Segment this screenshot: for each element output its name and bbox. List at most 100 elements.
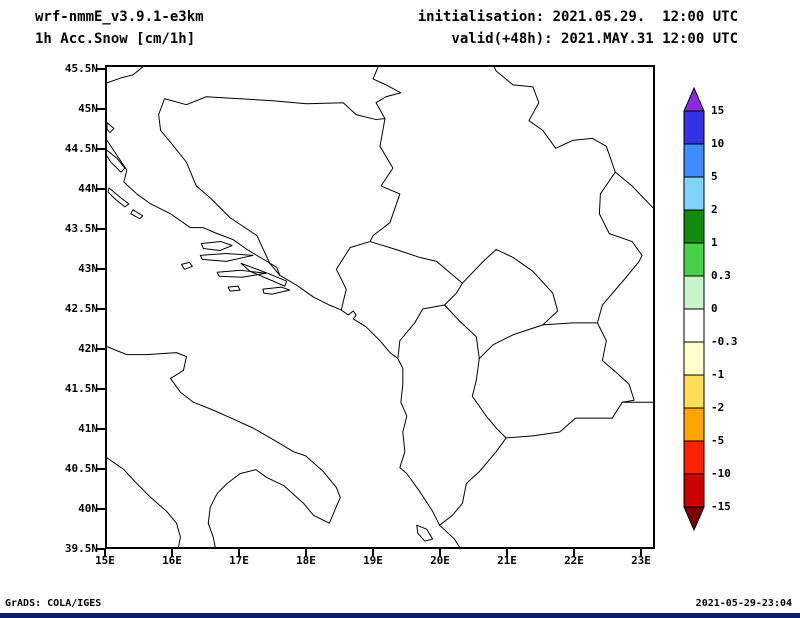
colorbar-label: -10 — [711, 467, 731, 480]
valid-time: valid(+48h): 2021.MAY.31 12:00 UTC — [451, 31, 738, 47]
x-axis-label: 22E — [564, 554, 584, 567]
y-axis-label: 41.5N — [64, 382, 98, 395]
coastline-italy-adriatic — [107, 346, 341, 547]
colorbar-segment — [683, 209, 705, 244]
border-bosnia — [158, 96, 401, 311]
x-axis-label: 20E — [430, 554, 450, 567]
x-axis-tick — [439, 549, 441, 557]
x-axis-tick — [573, 549, 575, 557]
header-left-block: wrf-nmmE_v3.9.1-e3km 1h Acc.Snow [cm/1h] — [35, 6, 204, 50]
y-axis-tick — [97, 388, 105, 390]
colorbar-segment — [683, 308, 705, 343]
x-axis-label: 23E — [631, 554, 651, 567]
colorbar-label: -5 — [711, 434, 725, 447]
adriatic-islands — [107, 122, 434, 542]
y-axis-label: 42.5N — [64, 302, 98, 315]
border-serbia-bulgaria — [596, 171, 643, 324]
y-axis-tick — [97, 268, 105, 270]
border-albania-macedonia — [471, 358, 507, 439]
colorbar-label: -0.3 — [711, 335, 738, 348]
y-axis-tick — [97, 468, 105, 470]
colorbar-segment — [683, 110, 705, 145]
border-kosovo-macedonia — [478, 324, 544, 360]
colorbar-label: 10 — [711, 137, 725, 150]
y-axis-label: 44.5N — [64, 142, 98, 155]
y-axis-label: 45N — [78, 102, 98, 115]
colorbar-segment — [683, 143, 705, 178]
x-axis-tick — [104, 549, 106, 557]
y-axis-tick — [97, 508, 105, 510]
y-axis-label: 44N — [78, 182, 98, 195]
x-axis-label: 21E — [497, 554, 517, 567]
header-right-block: initialisation: 2021.05.29. 12:00 UTC va… — [418, 6, 738, 50]
border-albania-kosovo — [444, 282, 480, 360]
y-axis-label: 39.5N — [64, 542, 98, 555]
colorbar-top-arrow — [683, 87, 705, 112]
colorbar-label: -1 — [711, 368, 725, 381]
colorbar-segment — [683, 176, 705, 211]
border-montenegro-serbia — [369, 241, 463, 284]
map-svg — [107, 67, 653, 547]
colorbar-label: 0.3 — [711, 269, 731, 282]
colorbar-label: -2 — [711, 401, 725, 414]
colorbar-segment — [683, 341, 705, 376]
coastline-adriatic-east — [107, 139, 460, 547]
y-axis-tick — [97, 68, 105, 70]
y-axis-label: 43N — [78, 262, 98, 275]
colorbar-label: 1 — [711, 236, 718, 249]
border-albania-montenegro — [397, 304, 446, 360]
colorbar-label: 5 — [711, 170, 718, 183]
x-axis-tick — [238, 549, 240, 557]
border-slovenia-croatia — [107, 67, 144, 84]
colorbar-segment — [683, 407, 705, 442]
y-axis-tick — [97, 148, 105, 150]
colorbar-segment — [683, 440, 705, 475]
x-axis-tick — [506, 549, 508, 557]
peninsula-peljesac — [240, 262, 288, 287]
border-kosovo-serbia — [461, 248, 559, 326]
grads-credit: GrADS: COLA/IGES — [5, 598, 102, 609]
y-axis-label: 40N — [78, 502, 98, 515]
border-macedonia-bulgaria — [596, 322, 635, 403]
y-axis-tick — [97, 108, 105, 110]
colorbar-label: 0 — [711, 302, 718, 315]
x-axis-label: 18E — [296, 554, 316, 567]
border-albania-greece — [439, 437, 507, 526]
colorbar-segment — [683, 374, 705, 409]
y-axis-label: 40.5N — [64, 462, 98, 475]
y-axis-label: 42N — [78, 342, 98, 355]
y-axis-tick — [97, 348, 105, 350]
y-axis-label: 41N — [78, 422, 98, 435]
y-axis-label: 45.5N — [64, 62, 98, 75]
y-axis-tick — [97, 308, 105, 310]
x-axis-label: 17E — [229, 554, 249, 567]
model-name: wrf-nmmE_v3.9.1-e3km — [35, 9, 204, 25]
x-axis-label: 15E — [95, 554, 115, 567]
colorbar-label: 15 — [711, 104, 725, 117]
y-axis-tick — [97, 428, 105, 430]
field-name: 1h Acc.Snow [cm/1h] — [35, 31, 196, 47]
y-axis-label: 43.5N — [64, 222, 98, 235]
colorbar-segment — [683, 275, 705, 310]
x-axis-tick — [640, 549, 642, 557]
map-plot — [105, 65, 655, 549]
x-axis-tick — [305, 549, 307, 557]
border-romania-bulgaria-danube — [614, 171, 653, 209]
colorbar-bottom-arrow — [683, 506, 705, 531]
y-axis-tick — [97, 188, 105, 190]
border-serbia-macedonia — [542, 322, 598, 326]
x-axis-label: 16E — [162, 554, 182, 567]
init-time: initialisation: 2021.05.29. 12:00 UTC — [417, 9, 738, 25]
creation-timestamp: 2021-05-29-23:04 — [695, 598, 792, 609]
x-axis-label: 19E — [363, 554, 383, 567]
border-serbia-romania-danube — [493, 67, 616, 173]
border-croatia-serbia-danube — [372, 67, 402, 120]
colorbar-label: 2 — [711, 203, 718, 216]
colorbar-label: -15 — [711, 500, 731, 513]
colorbar-svg — [683, 87, 705, 531]
colorbar-segment — [683, 242, 705, 277]
coastline-italy-tyrrhenian — [107, 457, 181, 547]
y-axis-tick — [97, 548, 105, 550]
bottom-window-edge — [0, 613, 800, 618]
x-axis-tick — [171, 549, 173, 557]
